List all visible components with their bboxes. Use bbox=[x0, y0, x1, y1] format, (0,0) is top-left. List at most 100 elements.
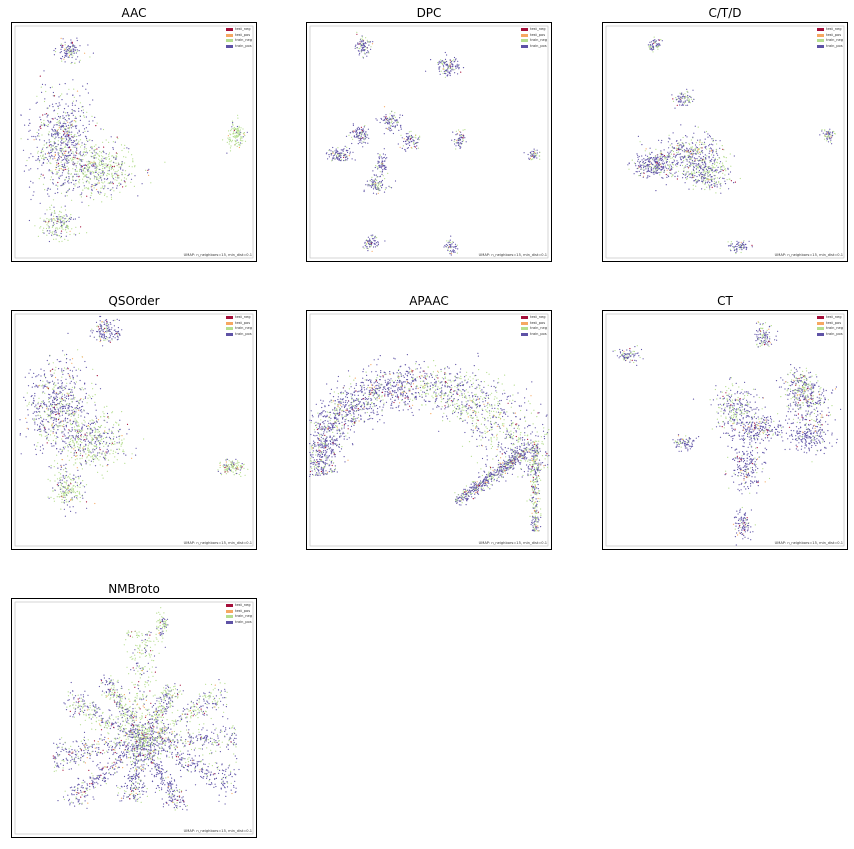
scatter-point bbox=[91, 161, 93, 164]
scatter-point bbox=[97, 182, 99, 184]
scatter-point bbox=[385, 187, 387, 189]
scatter-point bbox=[47, 146, 49, 148]
scatter-point bbox=[84, 397, 86, 399]
scatter-point bbox=[678, 146, 680, 148]
scatter-point bbox=[51, 424, 53, 426]
scatter-point bbox=[62, 228, 64, 230]
scatter-point bbox=[377, 188, 379, 191]
scatter-point bbox=[82, 106, 84, 108]
scatter-point bbox=[64, 156, 66, 158]
scatter-point bbox=[661, 40, 663, 42]
scatter-point bbox=[46, 116, 48, 118]
scatter-point bbox=[419, 135, 421, 137]
scatter-point bbox=[731, 243, 733, 245]
scatter-point bbox=[356, 136, 358, 138]
scatter-point bbox=[340, 156, 342, 158]
scatter-point bbox=[73, 387, 76, 389]
scatter-point bbox=[385, 117, 387, 119]
scatter-point bbox=[367, 240, 369, 242]
scatter-point bbox=[651, 44, 654, 46]
scatter-point bbox=[101, 474, 103, 476]
scatter-point bbox=[55, 124, 57, 126]
scatter-point bbox=[700, 147, 702, 149]
scatter-point bbox=[449, 63, 451, 65]
scatter-point bbox=[38, 161, 41, 163]
scatter-point bbox=[45, 90, 47, 93]
scatter-point bbox=[93, 199, 95, 201]
scatter-point bbox=[724, 183, 727, 185]
scatter-point bbox=[91, 431, 93, 433]
scatter-point bbox=[35, 136, 37, 138]
scatter-point bbox=[712, 144, 714, 146]
scatter-point bbox=[95, 441, 97, 443]
scatter-point bbox=[71, 120, 73, 122]
scatter-point bbox=[72, 375, 74, 377]
scatter-point bbox=[400, 134, 402, 136]
scatter-point bbox=[97, 325, 99, 327]
scatter-point bbox=[638, 170, 640, 172]
scatter-point bbox=[83, 143, 86, 145]
scatter-point bbox=[85, 453, 87, 455]
scatter-point bbox=[693, 163, 695, 165]
scatter-point bbox=[118, 163, 120, 165]
scatter-point bbox=[55, 432, 58, 434]
scatter-point bbox=[66, 382, 68, 384]
scatter-point bbox=[59, 425, 61, 427]
scatter-point bbox=[357, 42, 359, 44]
scatter-point bbox=[108, 182, 110, 184]
scatter-point bbox=[115, 176, 117, 178]
scatter-point bbox=[77, 435, 79, 437]
scatter-point bbox=[127, 174, 130, 176]
scatter-point bbox=[681, 164, 684, 167]
scatter-point bbox=[736, 243, 738, 245]
scatter-point bbox=[663, 155, 665, 157]
scatter-point bbox=[109, 330, 111, 333]
scatter-point bbox=[716, 152, 718, 155]
scatter-point bbox=[93, 160, 95, 162]
scatter-point bbox=[381, 162, 383, 164]
scatter-plot bbox=[14, 25, 254, 259]
scatter-point bbox=[118, 184, 121, 186]
scatter-point bbox=[61, 368, 63, 370]
scatter-point bbox=[24, 124, 26, 126]
scatter-point bbox=[89, 335, 91, 337]
scatter-point bbox=[100, 177, 102, 179]
scatter-point bbox=[721, 145, 723, 147]
scatter-point bbox=[393, 125, 395, 127]
scatter-point bbox=[72, 158, 74, 160]
legend-label: test_pos bbox=[235, 32, 251, 37]
scatter-point bbox=[95, 171, 97, 173]
scatter-point bbox=[704, 161, 706, 163]
scatter-point bbox=[67, 105, 69, 107]
scatter-point bbox=[692, 149, 694, 151]
scatter-point bbox=[116, 156, 118, 158]
scatter-point bbox=[679, 156, 681, 158]
scatter-point bbox=[637, 135, 639, 137]
scatter-point bbox=[373, 183, 375, 185]
scatter-point bbox=[63, 215, 65, 217]
scatter-point bbox=[672, 98, 674, 100]
scatter-point bbox=[653, 166, 655, 168]
scatter-point bbox=[670, 165, 673, 167]
scatter-point bbox=[86, 111, 88, 113]
scatter-point bbox=[374, 237, 376, 239]
scatter-point bbox=[109, 437, 111, 440]
scatter-point bbox=[72, 179, 74, 181]
scatter-point bbox=[81, 406, 83, 408]
scatter-point bbox=[113, 165, 115, 167]
scatter-point bbox=[75, 226, 77, 228]
scatter-point bbox=[53, 372, 55, 374]
scatter-point bbox=[77, 158, 79, 160]
scatter-point bbox=[356, 134, 359, 136]
scatter-point bbox=[704, 188, 706, 191]
scatter-point bbox=[38, 428, 40, 431]
scatter-point bbox=[108, 436, 111, 438]
scatter-point bbox=[691, 171, 693, 173]
scatter-point bbox=[351, 130, 354, 132]
scatter-point bbox=[96, 428, 98, 431]
scatter-point bbox=[719, 187, 721, 189]
scatter-point bbox=[61, 438, 63, 440]
scatter-point bbox=[453, 61, 455, 63]
scatter-point bbox=[96, 439, 98, 441]
scatter-point bbox=[52, 134, 55, 136]
